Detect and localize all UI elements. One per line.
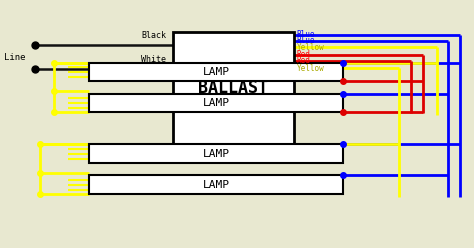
Bar [89,63,343,81]
Text: Blue: Blue [296,36,315,45]
Text: Blue: Blue [296,30,315,39]
Bar [89,144,343,163]
Text: LAMP: LAMP [202,67,229,77]
Text: Line: Line [4,53,26,62]
Text: White: White [141,56,166,64]
Text: Red: Red [296,50,310,59]
Text: LAMP: LAMP [202,98,229,108]
Text: Red: Red [296,56,310,65]
Bar [89,94,343,112]
Bar [173,32,294,144]
Text: Black: Black [141,31,166,40]
Text: BALLAST: BALLAST [199,79,268,97]
Text: LAMP: LAMP [202,149,229,159]
Text: LAMP: LAMP [202,180,229,190]
Bar [89,176,343,194]
Text: Yellow: Yellow [296,64,324,73]
Text: Yellow: Yellow [296,43,324,52]
